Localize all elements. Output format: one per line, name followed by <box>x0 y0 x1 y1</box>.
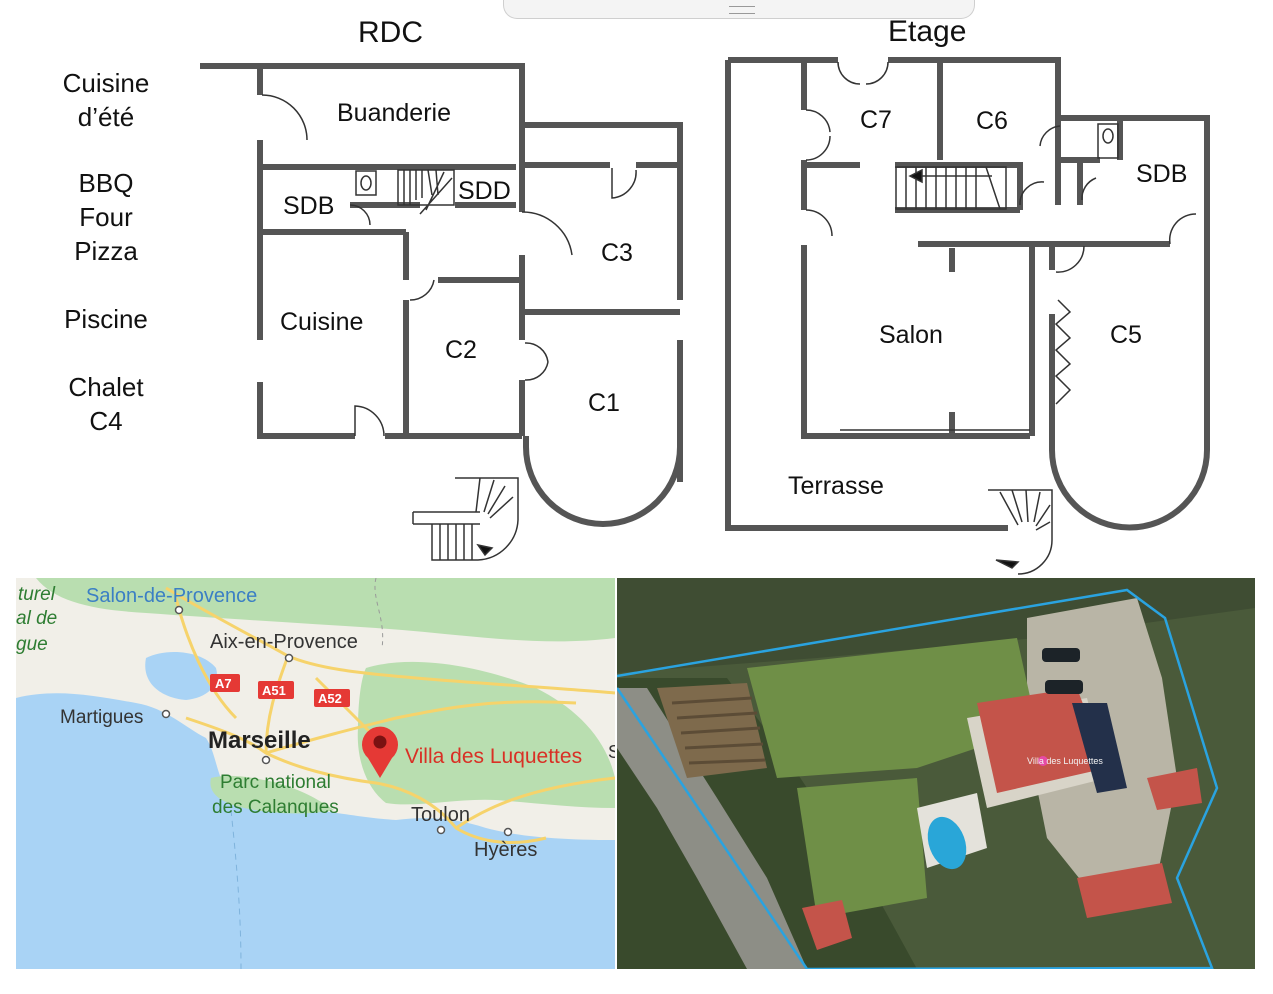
map-label-hyeres[interactable]: Hyères <box>474 839 537 861</box>
satellite-car <box>1045 680 1083 694</box>
city-dot-hyeres <box>503 827 513 837</box>
satellite-villa-label[interactable]: Villa des Luquettes <box>1027 756 1103 766</box>
legend-text: BBQ <box>78 168 134 198</box>
map-label-de: al de <box>16 608 57 629</box>
road-shield-label: A7 <box>215 676 232 691</box>
road-shield-a51: A51 <box>258 681 294 699</box>
rdc-floorplan: Buanderie SDB SDD Cuisine C2 C3 C1 <box>200 63 683 561</box>
rdc-spiral-stairs-icon <box>412 477 519 561</box>
city-dot-aix <box>284 653 294 663</box>
satellite-lawn-south <box>797 778 927 918</box>
rdc-stairs-icon <box>355 169 455 215</box>
satellite-villa-shadow <box>1072 703 1127 793</box>
satellite-chalet-roof <box>1077 863 1172 918</box>
map-park-area-north <box>36 578 615 642</box>
room-label-terrasse: Terrasse <box>788 472 884 500</box>
map-calanques-park <box>210 775 334 814</box>
legend-text: Cuisine <box>62 68 150 98</box>
map-sea <box>16 693 615 969</box>
map-label-aix-en-provence[interactable]: Aix-en-Provence <box>210 631 358 653</box>
map-label-martigues[interactable]: Martigues <box>60 707 143 728</box>
legend-text: Four <box>79 202 133 232</box>
map-roads <box>165 586 615 845</box>
road-shield-label: A51 <box>262 683 286 698</box>
room-label-c7: C7 <box>860 106 892 134</box>
legend-text: Chalet <box>68 372 144 402</box>
legend-bbq: BBQ Four Pizza <box>6 166 206 268</box>
satellite-view[interactable]: Villa des Luquettes <box>617 578 1255 969</box>
satellite-property-boundary <box>617 588 1219 969</box>
satellite-car <box>1042 648 1080 662</box>
satellite-place-marker-icon[interactable] <box>1038 756 1048 766</box>
map-label-marseille[interactable]: Marseille <box>208 727 311 754</box>
legend-pool: Piscine <box>6 302 206 336</box>
road-shield-label: A52 <box>318 691 342 706</box>
legend-text: C4 <box>89 406 123 436</box>
etage-walls <box>725 57 1210 531</box>
map-park-area <box>357 661 615 808</box>
map-canvas: A7 A51 A52 turel al de gue Salon-de-Prov… <box>16 578 615 969</box>
rdc-walls <box>200 63 683 527</box>
etage-spiral-stairs-icon <box>988 489 1053 575</box>
room-label-c3: C3 <box>601 239 633 267</box>
room-label-sdb: SDB <box>283 192 334 220</box>
city-dot-martigues <box>161 709 171 719</box>
city-dot-toulon <box>436 825 446 835</box>
map-boundary-line <box>230 809 242 969</box>
room-label-c2: C2 <box>445 336 477 364</box>
map-pin-label[interactable]: Villa des Luquettes <box>405 745 582 768</box>
rdc-doors <box>261 94 637 437</box>
etage-doors <box>805 61 1197 431</box>
location-pin-icon[interactable] <box>362 726 398 778</box>
road-shield-a52: A52 <box>314 689 350 707</box>
map-label-gue: gue <box>16 634 48 655</box>
legend-text: Pizza <box>74 236 138 266</box>
road-shield-a7: A7 <box>210 674 240 692</box>
city-dot-marseille <box>261 755 271 765</box>
map-label-calanques[interactable]: des Calanques <box>212 797 339 818</box>
satellite-villa-roof <box>977 688 1107 793</box>
legend-text: d’été <box>77 102 135 132</box>
map-label-naturel: turel <box>18 584 56 605</box>
location-map[interactable]: A7 A51 A52 turel al de gue Salon-de-Prov… <box>16 578 615 969</box>
satellite-canvas: Villa des Luquettes <box>617 578 1255 969</box>
satellite-lawn-north <box>747 638 1037 778</box>
map-label-parc-national[interactable]: Parc national <box>220 772 331 793</box>
satellite-shed-roof <box>802 900 852 950</box>
legend-chalet: Chalet C4 <box>6 370 206 438</box>
room-label-sdb-etage: SDB <box>1136 160 1187 188</box>
room-label-c5: C5 <box>1110 321 1142 349</box>
room-label-c1: C1 <box>588 389 620 417</box>
etage-stairs-icon <box>895 123 1119 210</box>
drag-handle-icon[interactable] <box>729 6 755 14</box>
etage-floorplan: C7 C6 SDB Salon C5 Terrasse <box>725 57 1210 575</box>
room-label-cuisine: Cuisine <box>280 308 363 336</box>
satellite-outbuilding-east <box>1147 768 1202 810</box>
map-label-edge: S <box>608 742 615 762</box>
legend-summer-kitchen: Cuisine d’été <box>6 66 206 134</box>
room-label-buanderie: Buanderie <box>337 99 451 127</box>
rdc-title: RDC <box>358 16 423 49</box>
satellite-garden-rows <box>671 696 766 765</box>
room-label-sdd: SDD <box>458 177 511 205</box>
map-label-salon-de-provence[interactable]: Salon-de-Provence <box>86 585 257 607</box>
legend-text: Piscine <box>64 304 148 334</box>
room-label-salon: Salon <box>879 321 943 349</box>
map-label-toulon[interactable]: Toulon <box>411 804 470 826</box>
room-label-c6: C6 <box>976 107 1008 135</box>
satellite-pool <box>927 816 967 870</box>
etage-title: Etage <box>888 15 967 48</box>
city-dot-salon <box>174 605 184 615</box>
